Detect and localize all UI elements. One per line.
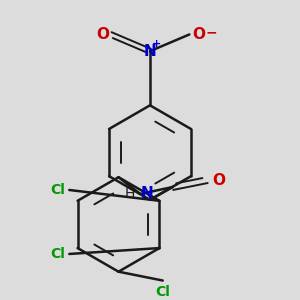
Text: Cl: Cl [50, 247, 65, 261]
Text: N: N [144, 44, 156, 59]
Text: Cl: Cl [50, 183, 65, 197]
Text: H: H [125, 187, 135, 201]
Text: +: + [152, 39, 161, 49]
Text: N: N [140, 186, 153, 201]
Text: O: O [96, 27, 109, 42]
Text: Cl: Cl [155, 285, 170, 299]
Text: −: − [205, 26, 217, 40]
Text: O: O [193, 27, 206, 42]
Text: O: O [212, 172, 225, 188]
